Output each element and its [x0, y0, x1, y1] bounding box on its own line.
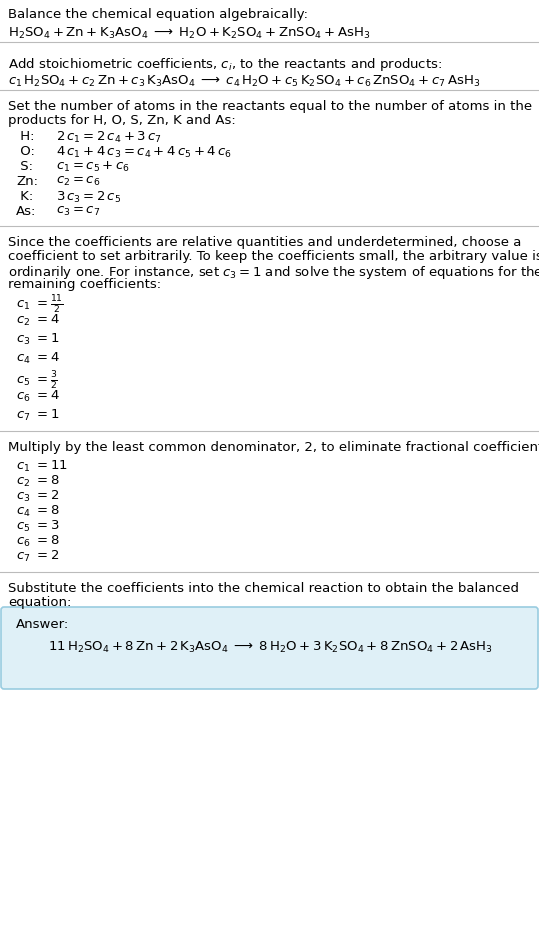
Text: Zn:: Zn: — [16, 175, 38, 188]
Text: Since the coefficients are relative quantities and underdetermined, choose a: Since the coefficients are relative quan… — [8, 236, 521, 249]
Text: $c_6$ $= 4$: $c_6$ $= 4$ — [16, 389, 60, 404]
Text: $c_5$ $= \frac{3}{2}$: $c_5$ $= \frac{3}{2}$ — [16, 370, 58, 392]
Text: $c_2$ $= 4$: $c_2$ $= 4$ — [16, 313, 60, 328]
Text: $c_4$ $= 8$: $c_4$ $= 8$ — [16, 504, 59, 519]
Text: coefficient to set arbitrarily. To keep the coefficients small, the arbitrary va: coefficient to set arbitrarily. To keep … — [8, 250, 539, 263]
Text: Add stoichiometric coefficients, $c_i$, to the reactants and products:: Add stoichiometric coefficients, $c_i$, … — [8, 56, 442, 73]
Text: products for H, O, S, Zn, K and As:: products for H, O, S, Zn, K and As: — [8, 114, 236, 127]
Text: ordinarily one. For instance, set $c_3 = 1$ and solve the system of equations fo: ordinarily one. For instance, set $c_3 =… — [8, 264, 539, 281]
Text: K:: K: — [16, 190, 33, 203]
Text: $c_5$ $= 3$: $c_5$ $= 3$ — [16, 519, 59, 534]
Text: $11\, \mathrm{H_2SO_4} + 8\, \mathrm{Zn} + 2\, \mathrm{K_3AsO_4} \;\longrightarr: $11\, \mathrm{H_2SO_4} + 8\, \mathrm{Zn}… — [48, 640, 493, 655]
Text: $c_7$ $= 1$: $c_7$ $= 1$ — [16, 408, 59, 423]
Text: S:: S: — [16, 160, 33, 173]
Text: equation:: equation: — [8, 596, 71, 609]
Text: $c_4$ $= 4$: $c_4$ $= 4$ — [16, 351, 60, 366]
Text: $c_1\, \mathrm{H_2SO_4} + c_2\, \mathrm{Zn} + c_3\, \mathrm{K_3AsO_4} \;\longrig: $c_1\, \mathrm{H_2SO_4} + c_2\, \mathrm{… — [8, 74, 480, 89]
Text: $3\,c_3 = 2\,c_5$: $3\,c_3 = 2\,c_5$ — [56, 190, 121, 205]
Text: $c_7$ $= 2$: $c_7$ $= 2$ — [16, 549, 59, 564]
FancyBboxPatch shape — [1, 607, 538, 689]
Text: $2\,c_1 = 2\,c_4 + 3\,c_7$: $2\,c_1 = 2\,c_4 + 3\,c_7$ — [56, 130, 162, 145]
Text: Substitute the coefficients into the chemical reaction to obtain the balanced: Substitute the coefficients into the che… — [8, 582, 519, 595]
Text: Answer:: Answer: — [16, 618, 69, 631]
Text: $c_6$ $= 8$: $c_6$ $= 8$ — [16, 534, 59, 549]
Text: $c_1$ $= 11$: $c_1$ $= 11$ — [16, 459, 68, 474]
Text: $c_2$ $= 8$: $c_2$ $= 8$ — [16, 474, 59, 489]
Text: $\mathrm{H_2SO_4 + Zn + K_3AsO_4 \;\longrightarrow\; H_2O + K_2SO_4 + ZnSO_4 + A: $\mathrm{H_2SO_4 + Zn + K_3AsO_4 \;\long… — [8, 26, 370, 41]
Text: $c_3 = c_7$: $c_3 = c_7$ — [56, 205, 100, 219]
Text: $c_3$ $= 1$: $c_3$ $= 1$ — [16, 332, 59, 347]
Text: $c_1 = c_5 + c_6$: $c_1 = c_5 + c_6$ — [56, 160, 130, 174]
Text: Multiply by the least common denominator, 2, to eliminate fractional coefficient: Multiply by the least common denominator… — [8, 441, 539, 454]
Text: As:: As: — [16, 205, 36, 218]
Text: Set the number of atoms in the reactants equal to the number of atoms in the: Set the number of atoms in the reactants… — [8, 100, 532, 113]
Text: $c_2 = c_6$: $c_2 = c_6$ — [56, 175, 100, 188]
Text: O:: O: — [16, 145, 35, 158]
Text: Balance the chemical equation algebraically:: Balance the chemical equation algebraica… — [8, 8, 308, 21]
Text: $c_1$ $= \frac{11}{2}$: $c_1$ $= \frac{11}{2}$ — [16, 294, 64, 317]
Text: H:: H: — [16, 130, 34, 143]
Text: $4\,c_1 + 4\,c_3 = c_4 + 4\,c_5 + 4\,c_6$: $4\,c_1 + 4\,c_3 = c_4 + 4\,c_5 + 4\,c_6… — [56, 145, 232, 160]
Text: $c_3$ $= 2$: $c_3$ $= 2$ — [16, 489, 59, 504]
Text: remaining coefficients:: remaining coefficients: — [8, 278, 161, 291]
